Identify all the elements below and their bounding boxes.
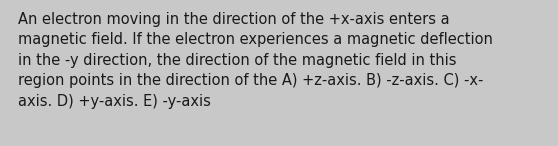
Text: An electron moving in the direction of the +x-axis enters a
magnetic field. If t: An electron moving in the direction of t…: [18, 12, 493, 109]
